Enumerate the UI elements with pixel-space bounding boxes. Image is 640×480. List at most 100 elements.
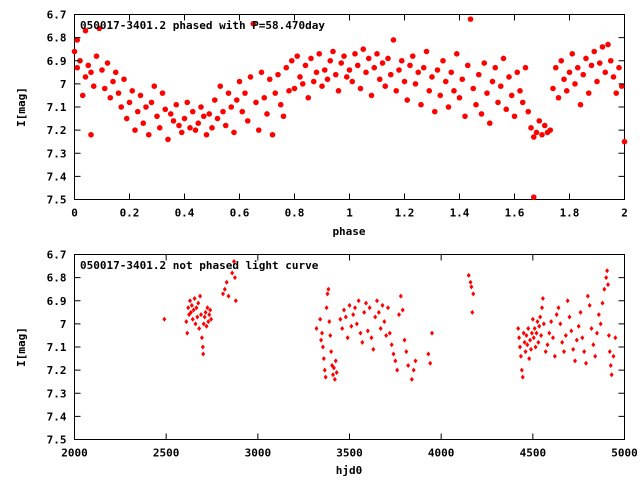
data-point — [231, 129, 237, 136]
data-point — [360, 339, 365, 345]
data-point — [236, 78, 243, 85]
data-point — [609, 372, 614, 378]
data-point — [471, 291, 476, 297]
data-point — [190, 316, 195, 322]
data-point — [600, 300, 605, 306]
data-point — [434, 67, 441, 73]
data-point — [159, 90, 166, 96]
data-point — [357, 85, 364, 92]
data-point — [535, 319, 540, 325]
data-point — [521, 330, 526, 336]
data-point — [539, 332, 544, 338]
y-tick-label: 6.7 — [47, 9, 67, 22]
data-point — [376, 76, 383, 83]
data-point — [404, 97, 411, 103]
data-point — [593, 353, 598, 359]
data-point — [201, 351, 206, 357]
y-tick-label: 7.3 — [47, 387, 67, 400]
data-point — [200, 113, 207, 120]
data-point — [520, 374, 525, 380]
data-point — [101, 85, 108, 92]
data-point — [567, 314, 572, 320]
data-point — [333, 358, 338, 364]
data-point — [566, 69, 573, 76]
data-point — [489, 78, 496, 85]
data-point — [319, 337, 324, 343]
plot-title: 050017-3401.2 phased with P=58.470day — [80, 19, 325, 32]
data-point — [540, 295, 545, 301]
y-tick-label: 7.5 — [47, 434, 67, 447]
y-axis-ticks: 6.7 6.8 6.9 7 7.1 7.2 7.3 7.4 7.5 — [47, 249, 625, 447]
data-point — [201, 321, 206, 327]
data-point — [541, 122, 548, 129]
data-point — [390, 37, 397, 43]
data-point — [365, 55, 372, 62]
data-point — [574, 64, 581, 71]
x-axis-ticks: 2000 2500 3000 3500 4000 4500 5000 — [61, 254, 638, 460]
data-point — [226, 293, 231, 299]
x-tick-label: 3500 — [336, 447, 363, 460]
data-point — [329, 349, 334, 355]
data-point — [587, 302, 592, 308]
data-point — [374, 51, 380, 57]
data-point — [431, 108, 438, 115]
data-point — [571, 346, 576, 352]
data-point — [551, 335, 555, 341]
data-point — [286, 88, 292, 94]
data-point — [186, 305, 191, 311]
data-point — [82, 74, 89, 80]
data-point — [552, 64, 559, 71]
data-point — [137, 92, 144, 99]
data-point — [583, 55, 589, 62]
data-point — [594, 78, 600, 85]
data-point — [195, 314, 200, 320]
data-point — [508, 92, 515, 99]
data-point — [380, 302, 385, 308]
data-point — [204, 323, 209, 329]
phased-light-curve-plot: 6.7 6.8 6.9 7 7.1 7.2 7.3 7.4 7.5 0 0.2 0.4 0.6 0.8 1… — [15, 9, 628, 239]
data-point — [547, 127, 554, 133]
data-point — [115, 90, 122, 96]
x-tick-label: 0.8 — [285, 207, 305, 220]
data-point — [572, 81, 578, 87]
data-point — [529, 330, 534, 336]
data-point — [576, 323, 581, 329]
data-point — [382, 319, 387, 325]
data-point — [420, 64, 427, 71]
data-point — [331, 365, 336, 371]
data-point — [506, 74, 512, 80]
data-point — [244, 118, 251, 124]
data-point — [363, 69, 369, 76]
data-point — [530, 316, 535, 322]
data-point — [230, 270, 235, 276]
data-point — [606, 282, 610, 288]
data-point — [199, 335, 204, 341]
data-point — [203, 309, 208, 315]
y-axis-label: I[mag] — [15, 87, 28, 127]
data-point — [545, 342, 550, 348]
data-point — [310, 78, 317, 85]
data-point — [607, 57, 614, 64]
data-point — [188, 309, 193, 315]
data-point — [365, 328, 370, 334]
data-point — [134, 108, 141, 115]
data-point — [582, 349, 587, 355]
x-tick-label: 1.6 — [505, 207, 525, 220]
data-point — [221, 291, 225, 297]
data-point — [409, 53, 416, 59]
data-point — [481, 60, 488, 66]
data-point — [324, 305, 329, 311]
data-point — [577, 101, 584, 108]
y-tick-label: 7.1 — [47, 101, 67, 114]
data-point — [341, 53, 347, 59]
data-point — [530, 134, 537, 140]
data-point — [397, 312, 401, 318]
data-point — [188, 298, 192, 304]
data-point — [368, 92, 375, 99]
data-point — [429, 74, 435, 80]
data-point — [343, 314, 348, 320]
data-point — [584, 360, 588, 366]
data-point — [207, 312, 212, 318]
